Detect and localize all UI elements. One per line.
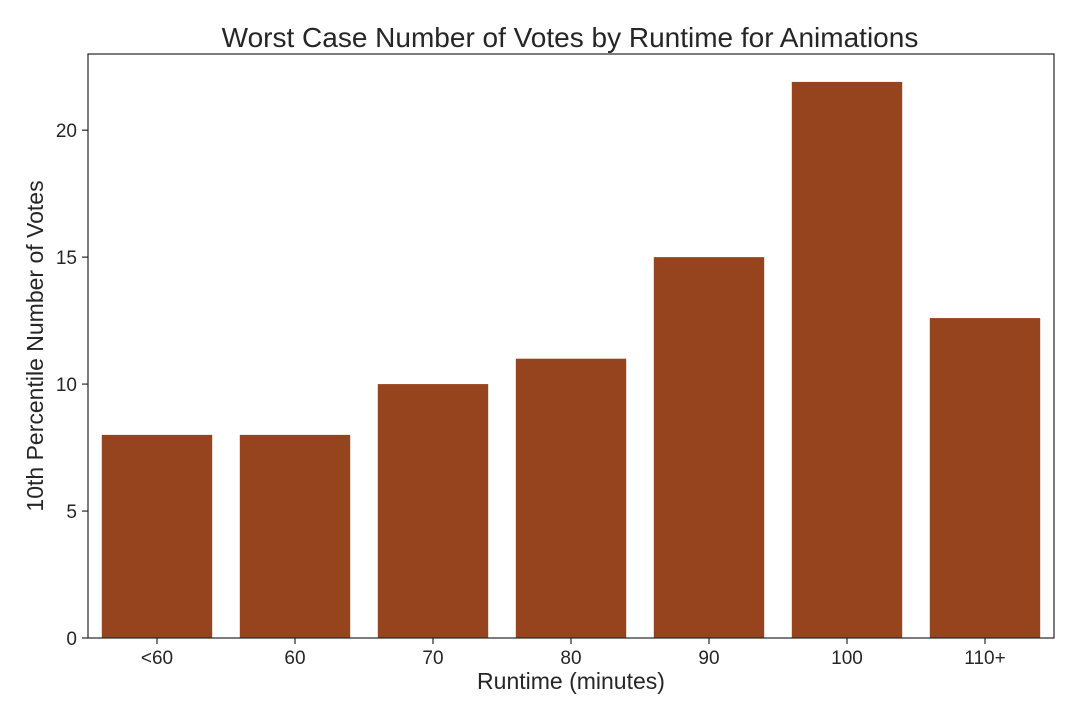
- x-tick-label: 70: [422, 648, 443, 669]
- y-tick-label: 15: [56, 248, 77, 269]
- bar-6: [791, 81, 903, 639]
- plot-frame: [87, 53, 1055, 639]
- bar-2: [239, 434, 351, 638]
- x-tick-label: 90: [698, 648, 719, 669]
- bar-3: [377, 384, 489, 638]
- bar-4: [515, 358, 627, 638]
- bars-group: [101, 81, 1041, 639]
- x-tick-label: 80: [560, 648, 581, 669]
- y-tick-label: 0: [66, 629, 77, 650]
- bar-7: [929, 318, 1041, 638]
- x-tick-label: 100: [831, 648, 863, 669]
- chart-title: Worst Case Number of Votes by Runtime fo…: [222, 22, 919, 53]
- y-tick-label: 10: [56, 375, 77, 396]
- y-axis-ticks: 0 5 10 15 20: [56, 121, 88, 650]
- x-tick-label: 110+: [964, 648, 1005, 669]
- x-tick-label: 60: [284, 648, 305, 669]
- y-axis-label: 10th Percentile Number of Votes: [22, 180, 48, 511]
- y-tick-label: 20: [56, 121, 77, 142]
- y-tick-label: 5: [66, 502, 77, 523]
- bar-5: [653, 257, 765, 638]
- x-tick-label: <60: [141, 648, 173, 669]
- x-axis-label: Runtime (minutes): [477, 668, 665, 694]
- x-axis-ticks: <60 60 70 80 90 100 110+: [141, 638, 1006, 669]
- bar-1: [101, 434, 213, 638]
